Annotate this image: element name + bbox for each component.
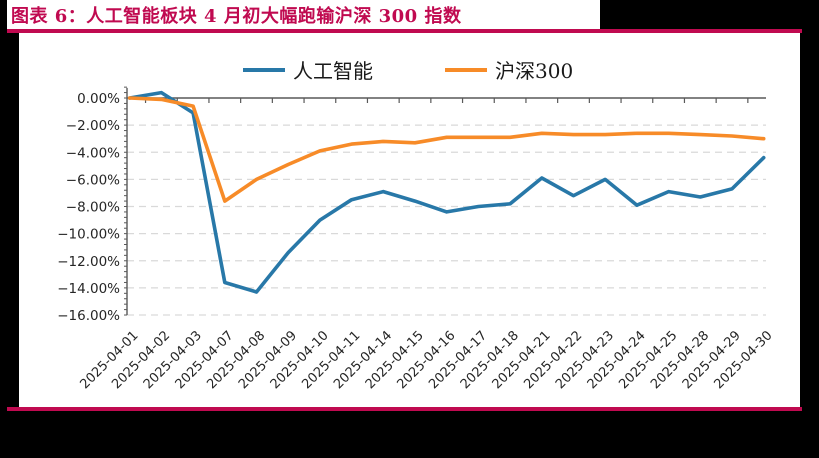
bottom-divider [7, 407, 802, 411]
legend-label-csi300: 沪深300 [495, 59, 574, 83]
chart-title: 图表 6：人工智能板块 4 月初大幅跑输沪深 300 指数 [11, 5, 462, 27]
chart-title-bar: 图表 6：人工智能板块 4 月初大幅跑输沪深 300 指数 [7, 0, 600, 29]
legend-item-ai: 人工智能 [243, 55, 373, 84]
y-tick-label: −4.00% [66, 145, 120, 161]
top-divider [7, 29, 802, 33]
chart-legend: 人工智能 沪深300 [243, 55, 573, 84]
y-tick-label: −6.00% [66, 172, 120, 188]
legend-item-csi300: 沪深300 [445, 55, 573, 84]
chart-panel: 人工智能 沪深300 0.00% −2.00% −4.00% −6.00% −8.00%… [19, 33, 800, 407]
y-tick-label: −8.00% [66, 200, 120, 216]
series-line-ai [127, 90, 766, 294]
y-tick-label: 0.00% [77, 91, 120, 107]
y-tick-label: −14.00% [57, 281, 120, 297]
legend-line-swatch-ai [243, 67, 285, 72]
y-tick-label: −16.00% [57, 308, 120, 324]
series-line-csi300 [127, 96, 766, 203]
legend-line-swatch-csi300 [445, 67, 487, 72]
legend-label-ai: 人工智能 [293, 59, 373, 83]
y-tick-label: −2.00% [66, 118, 120, 134]
y-tick-label: −10.00% [57, 227, 120, 243]
y-tick-label: −12.00% [57, 254, 120, 270]
line-chart: 0.00% −2.00% −4.00% −6.00% −8.00% −10.00% −12.… [57, 86, 776, 392]
